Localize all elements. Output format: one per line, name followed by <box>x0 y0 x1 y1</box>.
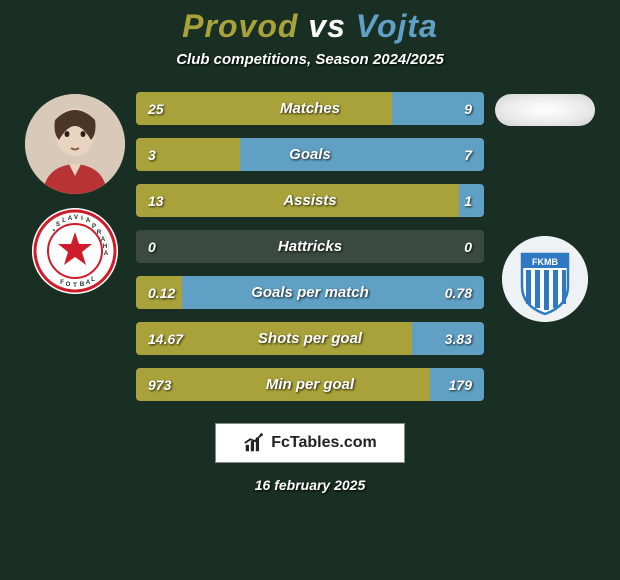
svg-text:P: P <box>92 223 96 230</box>
chart-logo-icon <box>243 432 265 454</box>
stat-bar: 14.67Shots per goal3.83 <box>136 322 484 355</box>
stat-value-right: 1 <box>452 193 484 209</box>
svg-text:L: L <box>91 276 95 283</box>
stat-value-right: 0.78 <box>433 285 484 301</box>
right-column: FKMB <box>490 92 600 322</box>
svg-text:I: I <box>81 215 83 222</box>
stat-value-right: 179 <box>437 377 484 393</box>
stat-value-right: 3.83 <box>433 331 484 347</box>
branding-text: FcTables.com <box>271 434 377 452</box>
stat-bar: 25Matches9 <box>136 92 484 125</box>
svg-text:B: B <box>80 281 85 288</box>
stat-label: Hattricks <box>136 238 484 255</box>
player2-avatar <box>495 94 595 126</box>
svg-text:A: A <box>68 215 73 222</box>
subtitle: Club competitions, Season 2024/2025 <box>176 51 444 68</box>
svg-text:S: S <box>56 221 60 228</box>
title-vs: vs <box>308 8 346 44</box>
slavia-badge-icon: SLA VIA •PR AHA FOT BAL <box>32 208 118 294</box>
stat-value-right: 9 <box>452 101 484 117</box>
stat-label: Assists <box>136 192 484 209</box>
title-player1: Provod <box>182 8 298 44</box>
player1-club-badge: SLA VIA •PR AHA FOT BAL <box>32 208 118 294</box>
avatar-placeholder-icon <box>25 94 125 194</box>
svg-text:H: H <box>103 243 108 250</box>
main-row: SLA VIA •PR AHA FOT BAL 25Matches93Goals… <box>0 92 620 401</box>
svg-text:FKMB: FKMB <box>532 257 558 267</box>
fkmb-badge-icon: FKMB <box>502 236 588 322</box>
title: Provod vs Vojta <box>182 8 438 45</box>
left-column: SLA VIA •PR AHA FOT BAL <box>20 92 130 294</box>
svg-text:A: A <box>104 250 109 257</box>
stat-bar: 13Assists1 <box>136 184 484 217</box>
stat-bar: 3Goals7 <box>136 138 484 171</box>
player2-club-badge: FKMB <box>502 236 588 322</box>
stat-label: Matches <box>136 100 484 117</box>
stat-bar: 0.12Goals per match0.78 <box>136 276 484 309</box>
svg-text:•: • <box>53 227 55 234</box>
svg-text:A: A <box>86 279 91 286</box>
infographic-root: Provod vs Vojta Club competitions, Seaso… <box>0 0 620 580</box>
svg-text:O: O <box>66 281 71 288</box>
branding-box: FcTables.com <box>215 423 405 463</box>
date: 16 february 2025 <box>255 477 366 493</box>
svg-text:T: T <box>73 282 77 289</box>
stat-label: Min per goal <box>136 376 484 393</box>
svg-text:A: A <box>101 236 106 243</box>
stat-label: Goals <box>136 146 484 163</box>
svg-text:F: F <box>60 279 64 286</box>
stats-column: 25Matches9 3Goals7 13Assists1 0Hattricks0 0.… <box>130 92 490 401</box>
stat-value-right: 7 <box>452 147 484 163</box>
stat-value-right: 0 <box>452 239 484 255</box>
stat-bar: 0Hattricks0 <box>136 230 484 263</box>
stat-bar: 973Min per goal179 <box>136 368 484 401</box>
svg-text:A: A <box>86 217 91 224</box>
title-player2: Vojta <box>356 8 438 44</box>
player1-avatar <box>25 94 125 194</box>
svg-text:R: R <box>97 229 102 236</box>
svg-text:L: L <box>62 217 66 224</box>
